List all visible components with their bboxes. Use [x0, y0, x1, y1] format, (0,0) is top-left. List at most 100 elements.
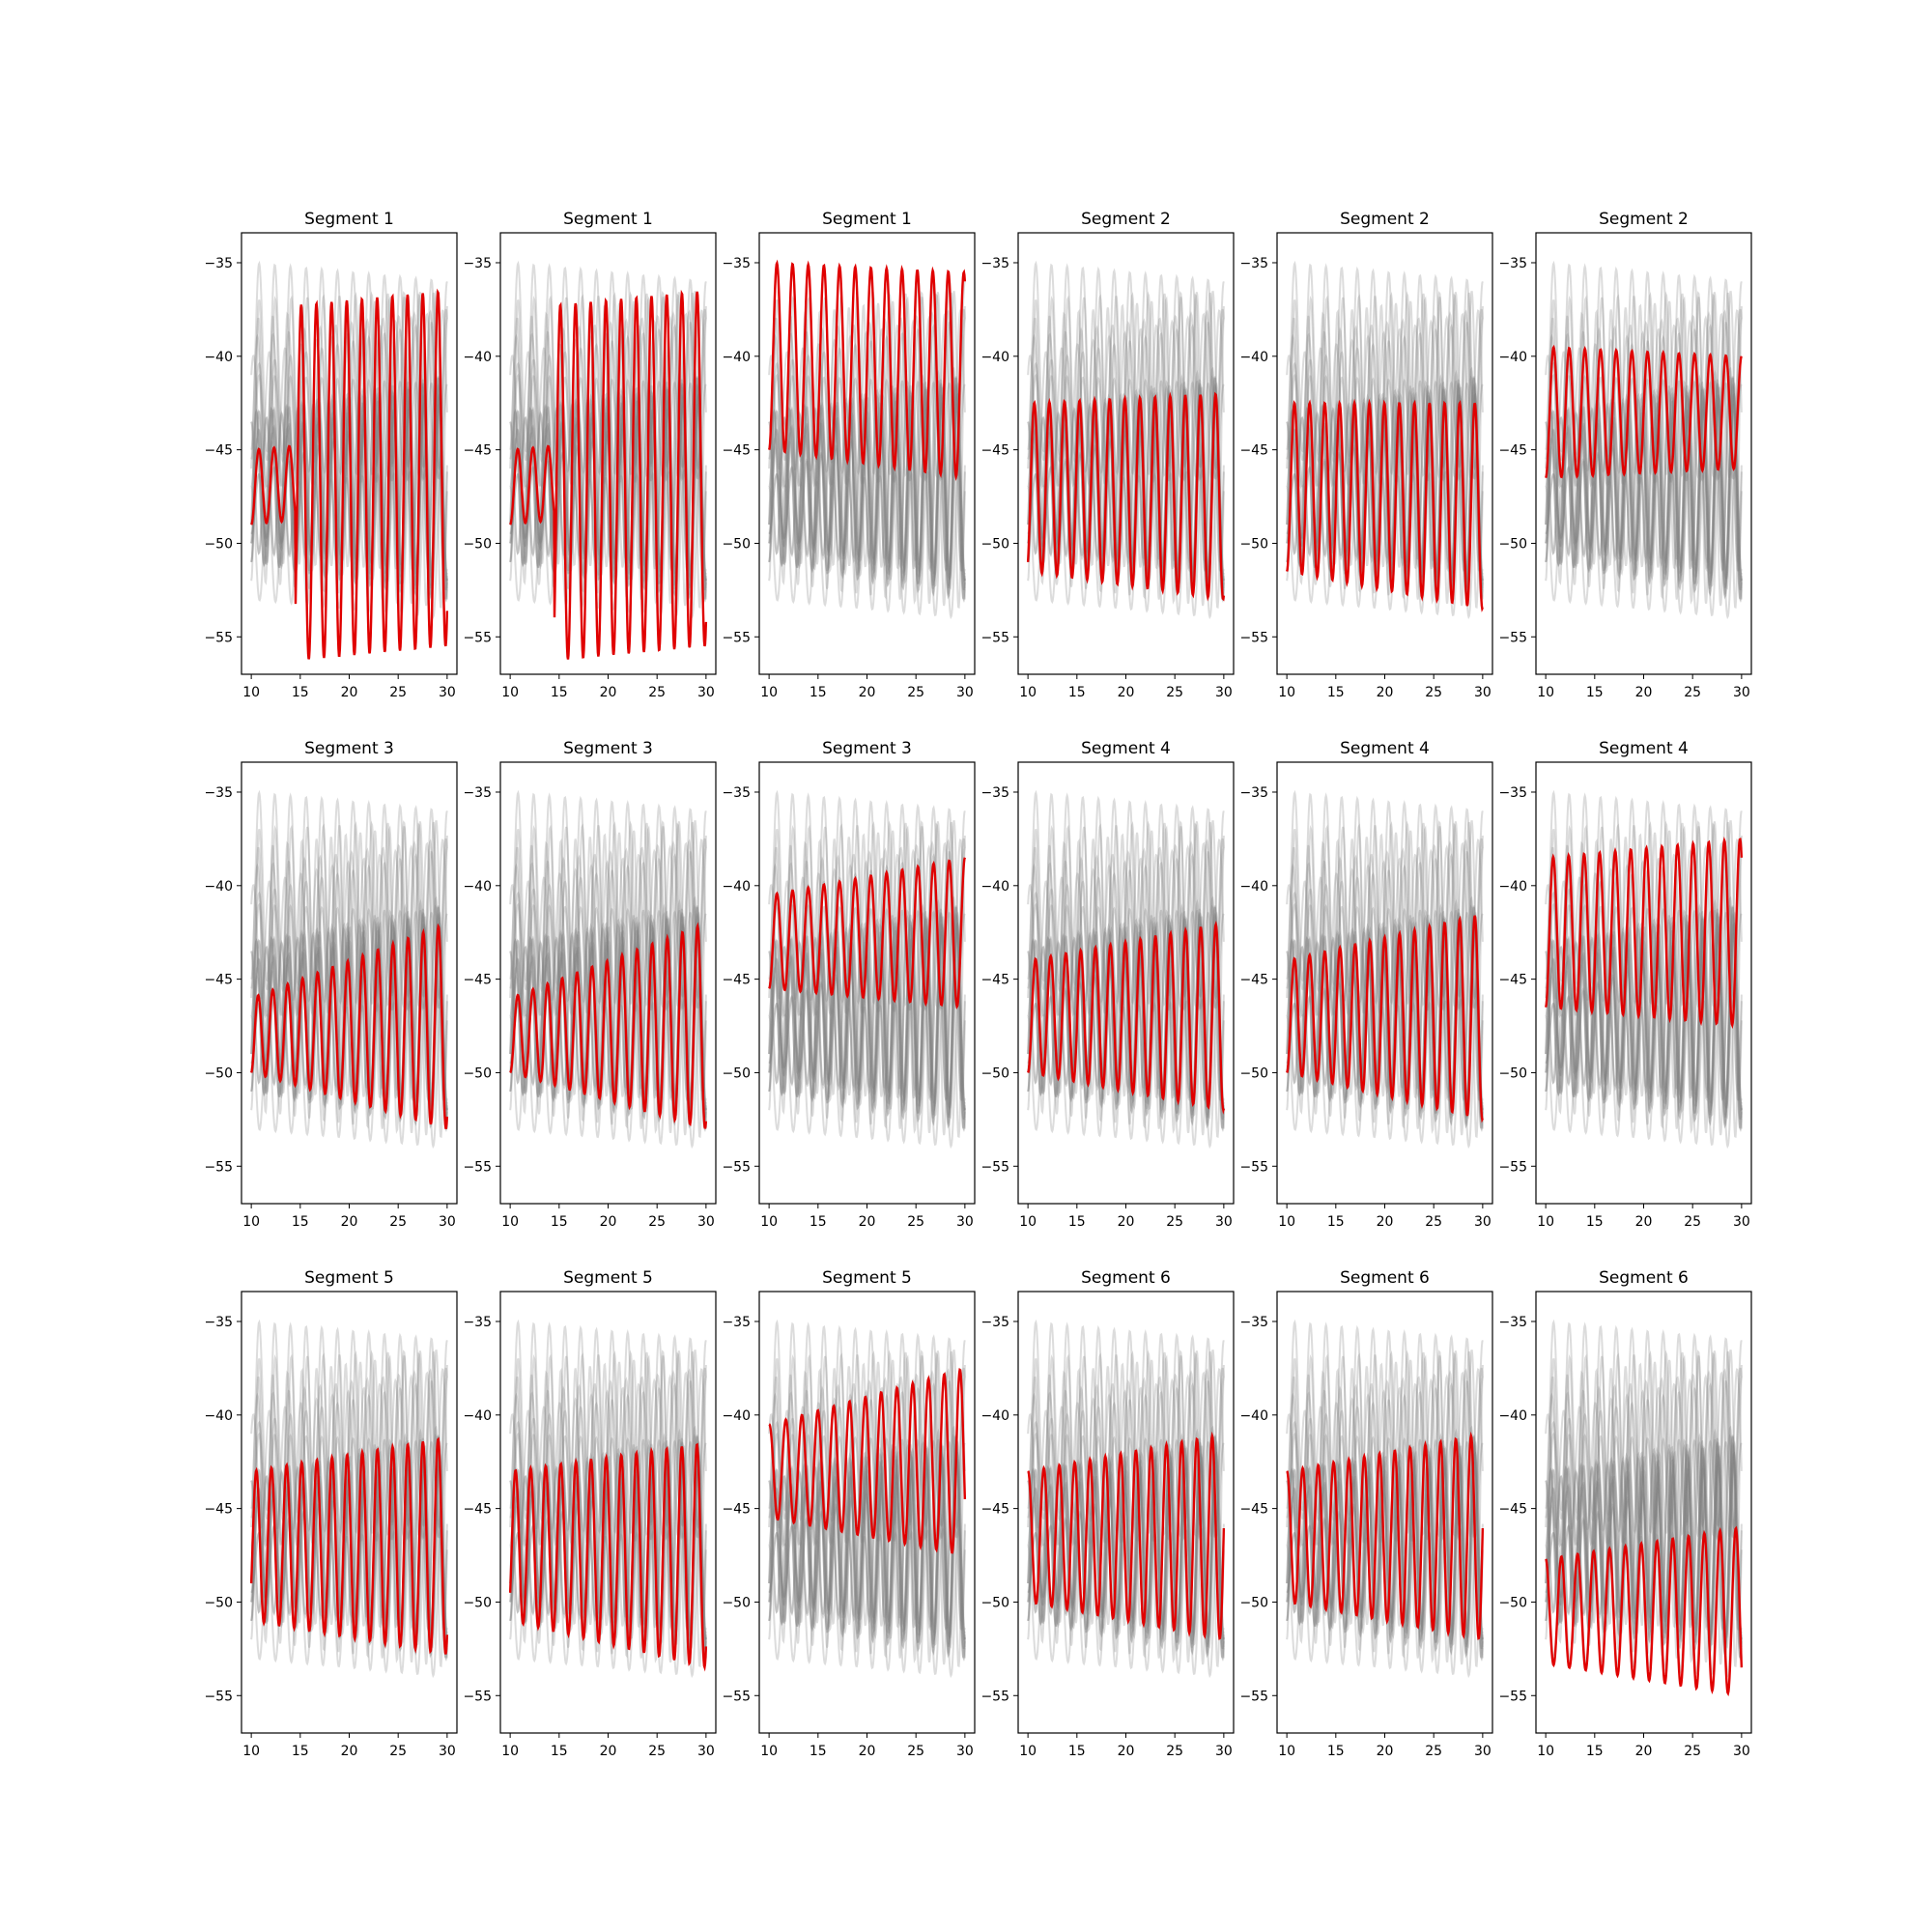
y-tick-label: −45 [463, 443, 492, 459]
x-tick-label: 20 [1377, 685, 1394, 700]
background-series-line [1545, 1368, 1743, 1538]
background-series-line [1286, 789, 1484, 1001]
subplot: Segment 2 10 15 20 25 30 −35 −40 −45 −50 −55 [980, 210, 1235, 700]
x-tick-label: 20 [859, 1214, 876, 1230]
background-series-line [1545, 1319, 1743, 1530]
background-series-line [768, 377, 966, 603]
background-series-line [1027, 1377, 1225, 1530]
y-tick-label: −35 [1498, 256, 1527, 271]
background-series-line [1027, 309, 1225, 479]
background-series-line [509, 1350, 707, 1632]
background-series-line [768, 1350, 966, 1667]
background-series-line [1545, 931, 1743, 1104]
background-series-line [250, 895, 448, 1102]
background-series-line [250, 904, 448, 1094]
subplot: Segment 1 10 15 20 25 30 −35 −40 −45 −50 −55 [204, 210, 458, 700]
background-series-line [768, 820, 966, 1102]
background-series-line [509, 838, 707, 1019]
plot-area [767, 259, 967, 620]
x-tick-label: 10 [760, 1214, 778, 1230]
y-tick-label: −45 [204, 443, 233, 459]
y-tick-label: −35 [1239, 1315, 1268, 1330]
x-tick-label: 10 [1537, 1744, 1554, 1759]
subplot-title: Segment 6 [1599, 1268, 1689, 1288]
y-tick-label: −40 [204, 1408, 233, 1424]
background-series-line [768, 394, 966, 582]
subplot: Segment 6 10 15 20 25 30 −35 −40 −45 −50 −55 [1498, 1268, 1752, 1759]
highlight-series-line [1545, 1525, 1744, 1697]
y-tick-label: −40 [980, 350, 1009, 365]
subplot: Segment 1 10 15 20 25 30 −35 −40 −45 −50 −55 [463, 210, 717, 700]
x-tick-label: 25 [1684, 1214, 1701, 1230]
background-series-line [768, 1435, 966, 1662]
y-tick-label: −35 [980, 256, 1009, 271]
background-series-line [1286, 1319, 1484, 1530]
background-series-line [1286, 308, 1484, 490]
background-series-line [1545, 906, 1743, 1132]
background-series-line [1545, 923, 1743, 1112]
subplot: Segment 5 10 15 20 25 30 −35 −40 −45 −50 −55 [204, 1268, 458, 1759]
y-tick-label: −45 [1239, 1502, 1268, 1518]
background-series-line [1027, 789, 1225, 1001]
background-series-line [1286, 912, 1484, 1120]
x-tick-label: 30 [697, 1744, 715, 1759]
x-tick-label: 25 [648, 1744, 666, 1759]
background-series-line [1545, 1350, 1743, 1667]
background-series-line [1286, 1435, 1484, 1662]
y-tick-label: −55 [463, 630, 492, 645]
subplot-title: Segment 1 [563, 210, 653, 229]
y-tick-label: −55 [1498, 1159, 1527, 1175]
x-tick-label: 15 [1586, 1214, 1604, 1230]
subplot-title: Segment 2 [1081, 210, 1171, 229]
y-tick-label: −55 [722, 630, 751, 645]
background-series-line [1286, 902, 1484, 1017]
x-tick-label: 15 [1068, 685, 1086, 700]
x-tick-label: 10 [242, 685, 260, 700]
x-tick-label: 10 [1537, 1214, 1554, 1230]
x-tick-label: 30 [1474, 1744, 1492, 1759]
y-tick-label: −45 [722, 1502, 751, 1518]
background-series-line [250, 366, 448, 573]
x-tick-label: 25 [389, 1214, 407, 1230]
plot-area [509, 789, 708, 1150]
subplot: Segment 2 10 15 20 25 30 −35 −40 −45 −50 −55 [1239, 210, 1493, 700]
x-tick-label: 20 [341, 1744, 358, 1759]
background-series-line [1286, 905, 1484, 1129]
x-tick-label: 25 [907, 1744, 924, 1759]
y-tick-label: −50 [463, 536, 492, 552]
x-tick-label: 20 [1118, 1214, 1135, 1230]
background-series-line [1286, 309, 1484, 479]
background-series-line [250, 1350, 448, 1632]
y-tick-label: −40 [1498, 350, 1527, 365]
subplot: Segment 3 10 15 20 25 30 −35 −40 −45 −50 −55 [463, 739, 717, 1230]
highlight-series-line [1286, 915, 1484, 1123]
y-tick-label: −55 [1498, 630, 1527, 645]
subplot-title: Segment 5 [822, 1268, 912, 1288]
subplot-title: Segment 3 [822, 739, 912, 758]
plot-area [1544, 789, 1744, 1150]
plot-area [1285, 260, 1484, 620]
background-series-line [768, 466, 966, 620]
y-tick-label: −55 [1239, 630, 1268, 645]
background-series-line [1027, 906, 1225, 1132]
y-tick-label: −55 [722, 1689, 751, 1704]
background-series-line [1545, 1377, 1743, 1530]
background-series-line [250, 789, 448, 1001]
y-tick-label: −50 [204, 1065, 233, 1081]
x-tick-label: 10 [1537, 685, 1554, 700]
y-tick-label: −55 [463, 1159, 492, 1175]
x-tick-label: 25 [389, 685, 407, 700]
x-tick-label: 25 [907, 1214, 924, 1230]
background-series-line [250, 838, 448, 1019]
y-tick-label: −35 [463, 785, 492, 801]
plot-area [250, 789, 449, 1150]
background-series-line [1027, 308, 1225, 490]
x-tick-label: 20 [600, 1214, 617, 1230]
background-series-line [1286, 1434, 1484, 1662]
background-series-line [1545, 308, 1743, 490]
background-series-line [250, 375, 448, 565]
subplot-title: Segment 4 [1340, 739, 1430, 758]
background-series-line [509, 466, 707, 620]
x-tick-label: 20 [859, 685, 876, 700]
y-tick-label: −40 [204, 350, 233, 365]
